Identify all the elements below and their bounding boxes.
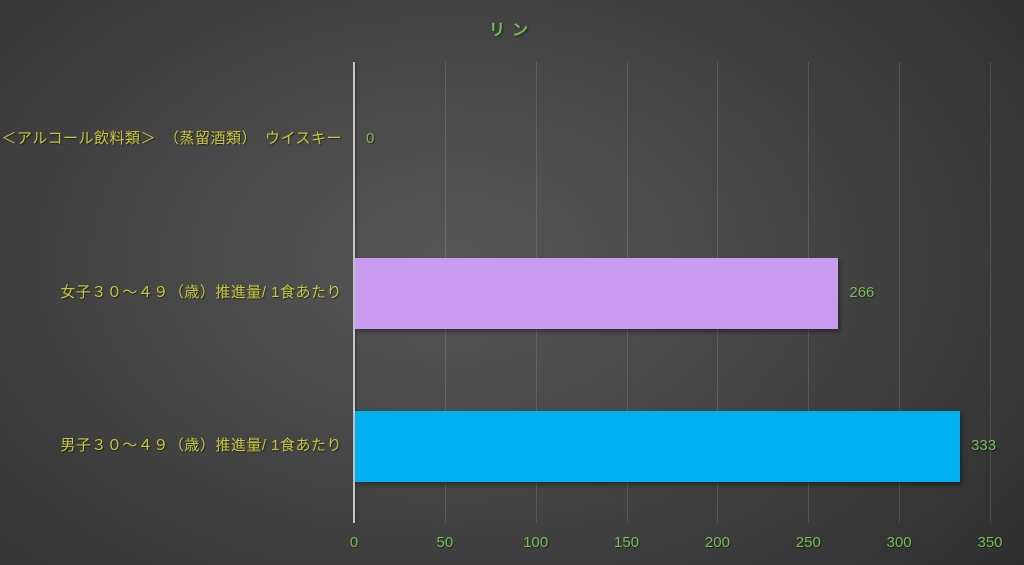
value-label: 0: [366, 129, 375, 147]
x-axis-tick-label: 200: [704, 534, 730, 551]
value-label: 266: [849, 283, 875, 301]
x-axis-tick-label: 100: [523, 534, 549, 551]
value-label: 333: [971, 437, 997, 455]
category-label: 女子３０～４９（歳）推進量/ 1食あたり: [60, 283, 342, 301]
x-axis-tick-label: 50: [436, 534, 454, 551]
category-label: 男子３０～４９（歳）推進量/ 1食あたり: [60, 437, 342, 455]
y-axis-line: [353, 62, 355, 523]
x-axis-tick-label: 0: [349, 534, 359, 551]
x-axis-tick-label: 350: [977, 534, 1003, 551]
category-label: ＜アルコール飲料類＞ （蒸留酒類） ウイスキー: [1, 129, 342, 147]
x-axis-tick-label: 300: [886, 534, 912, 551]
chart-title: リン: [488, 22, 535, 39]
gridline: [990, 62, 991, 523]
data-bar[interactable]: [355, 257, 839, 329]
x-axis-tick-label: 250: [795, 534, 821, 551]
gridline: [899, 62, 901, 523]
x-axis-tick-label: 150: [614, 534, 640, 551]
data-bar[interactable]: [355, 411, 961, 483]
